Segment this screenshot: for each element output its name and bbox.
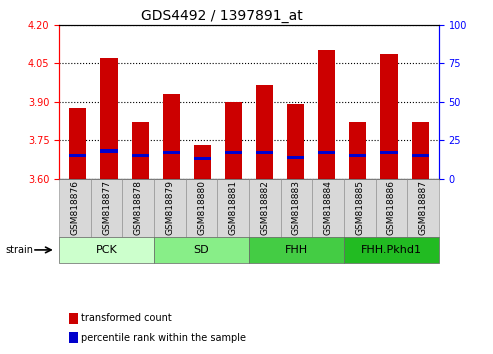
Text: strain: strain bbox=[5, 245, 33, 255]
Text: GSM818880: GSM818880 bbox=[197, 181, 206, 235]
Text: GSM818881: GSM818881 bbox=[229, 181, 238, 235]
Bar bbox=[287, 104, 304, 179]
Text: percentile rank within the sample: percentile rank within the sample bbox=[81, 333, 246, 343]
Bar bbox=[350, 154, 366, 158]
Text: GDS4492 / 1397891_at: GDS4492 / 1397891_at bbox=[141, 9, 303, 23]
Bar bbox=[381, 54, 397, 179]
Bar bbox=[70, 154, 86, 158]
Text: GSM818882: GSM818882 bbox=[260, 181, 269, 235]
Bar bbox=[256, 85, 273, 179]
Text: FHH.Pkhd1: FHH.Pkhd1 bbox=[361, 245, 422, 255]
Text: SD: SD bbox=[194, 245, 210, 255]
Text: GSM818884: GSM818884 bbox=[323, 181, 333, 235]
Bar bbox=[194, 145, 211, 179]
Bar bbox=[381, 151, 397, 154]
Bar bbox=[101, 58, 117, 179]
Bar bbox=[101, 149, 117, 153]
Bar bbox=[350, 122, 366, 179]
Bar bbox=[225, 151, 242, 154]
Bar bbox=[318, 151, 335, 154]
Text: PCK: PCK bbox=[96, 245, 117, 255]
Text: transformed count: transformed count bbox=[81, 313, 172, 323]
Bar bbox=[132, 154, 148, 158]
Text: GSM818876: GSM818876 bbox=[70, 181, 79, 235]
Bar bbox=[318, 51, 335, 179]
Text: GSM818885: GSM818885 bbox=[355, 181, 364, 235]
Text: GSM818877: GSM818877 bbox=[102, 181, 111, 235]
Bar bbox=[194, 157, 211, 160]
Text: GSM818883: GSM818883 bbox=[292, 181, 301, 235]
Bar bbox=[163, 94, 180, 179]
Bar bbox=[287, 155, 304, 159]
Text: GSM818887: GSM818887 bbox=[419, 181, 427, 235]
Bar bbox=[225, 102, 242, 179]
Text: GSM818878: GSM818878 bbox=[134, 181, 143, 235]
Text: GSM818879: GSM818879 bbox=[165, 181, 175, 235]
Bar bbox=[70, 108, 86, 179]
Bar bbox=[163, 151, 180, 154]
Bar bbox=[412, 122, 428, 179]
Bar bbox=[256, 151, 273, 154]
Bar bbox=[412, 154, 428, 158]
Bar bbox=[132, 122, 148, 179]
Text: FHH: FHH bbox=[285, 245, 308, 255]
Text: GSM818886: GSM818886 bbox=[387, 181, 396, 235]
